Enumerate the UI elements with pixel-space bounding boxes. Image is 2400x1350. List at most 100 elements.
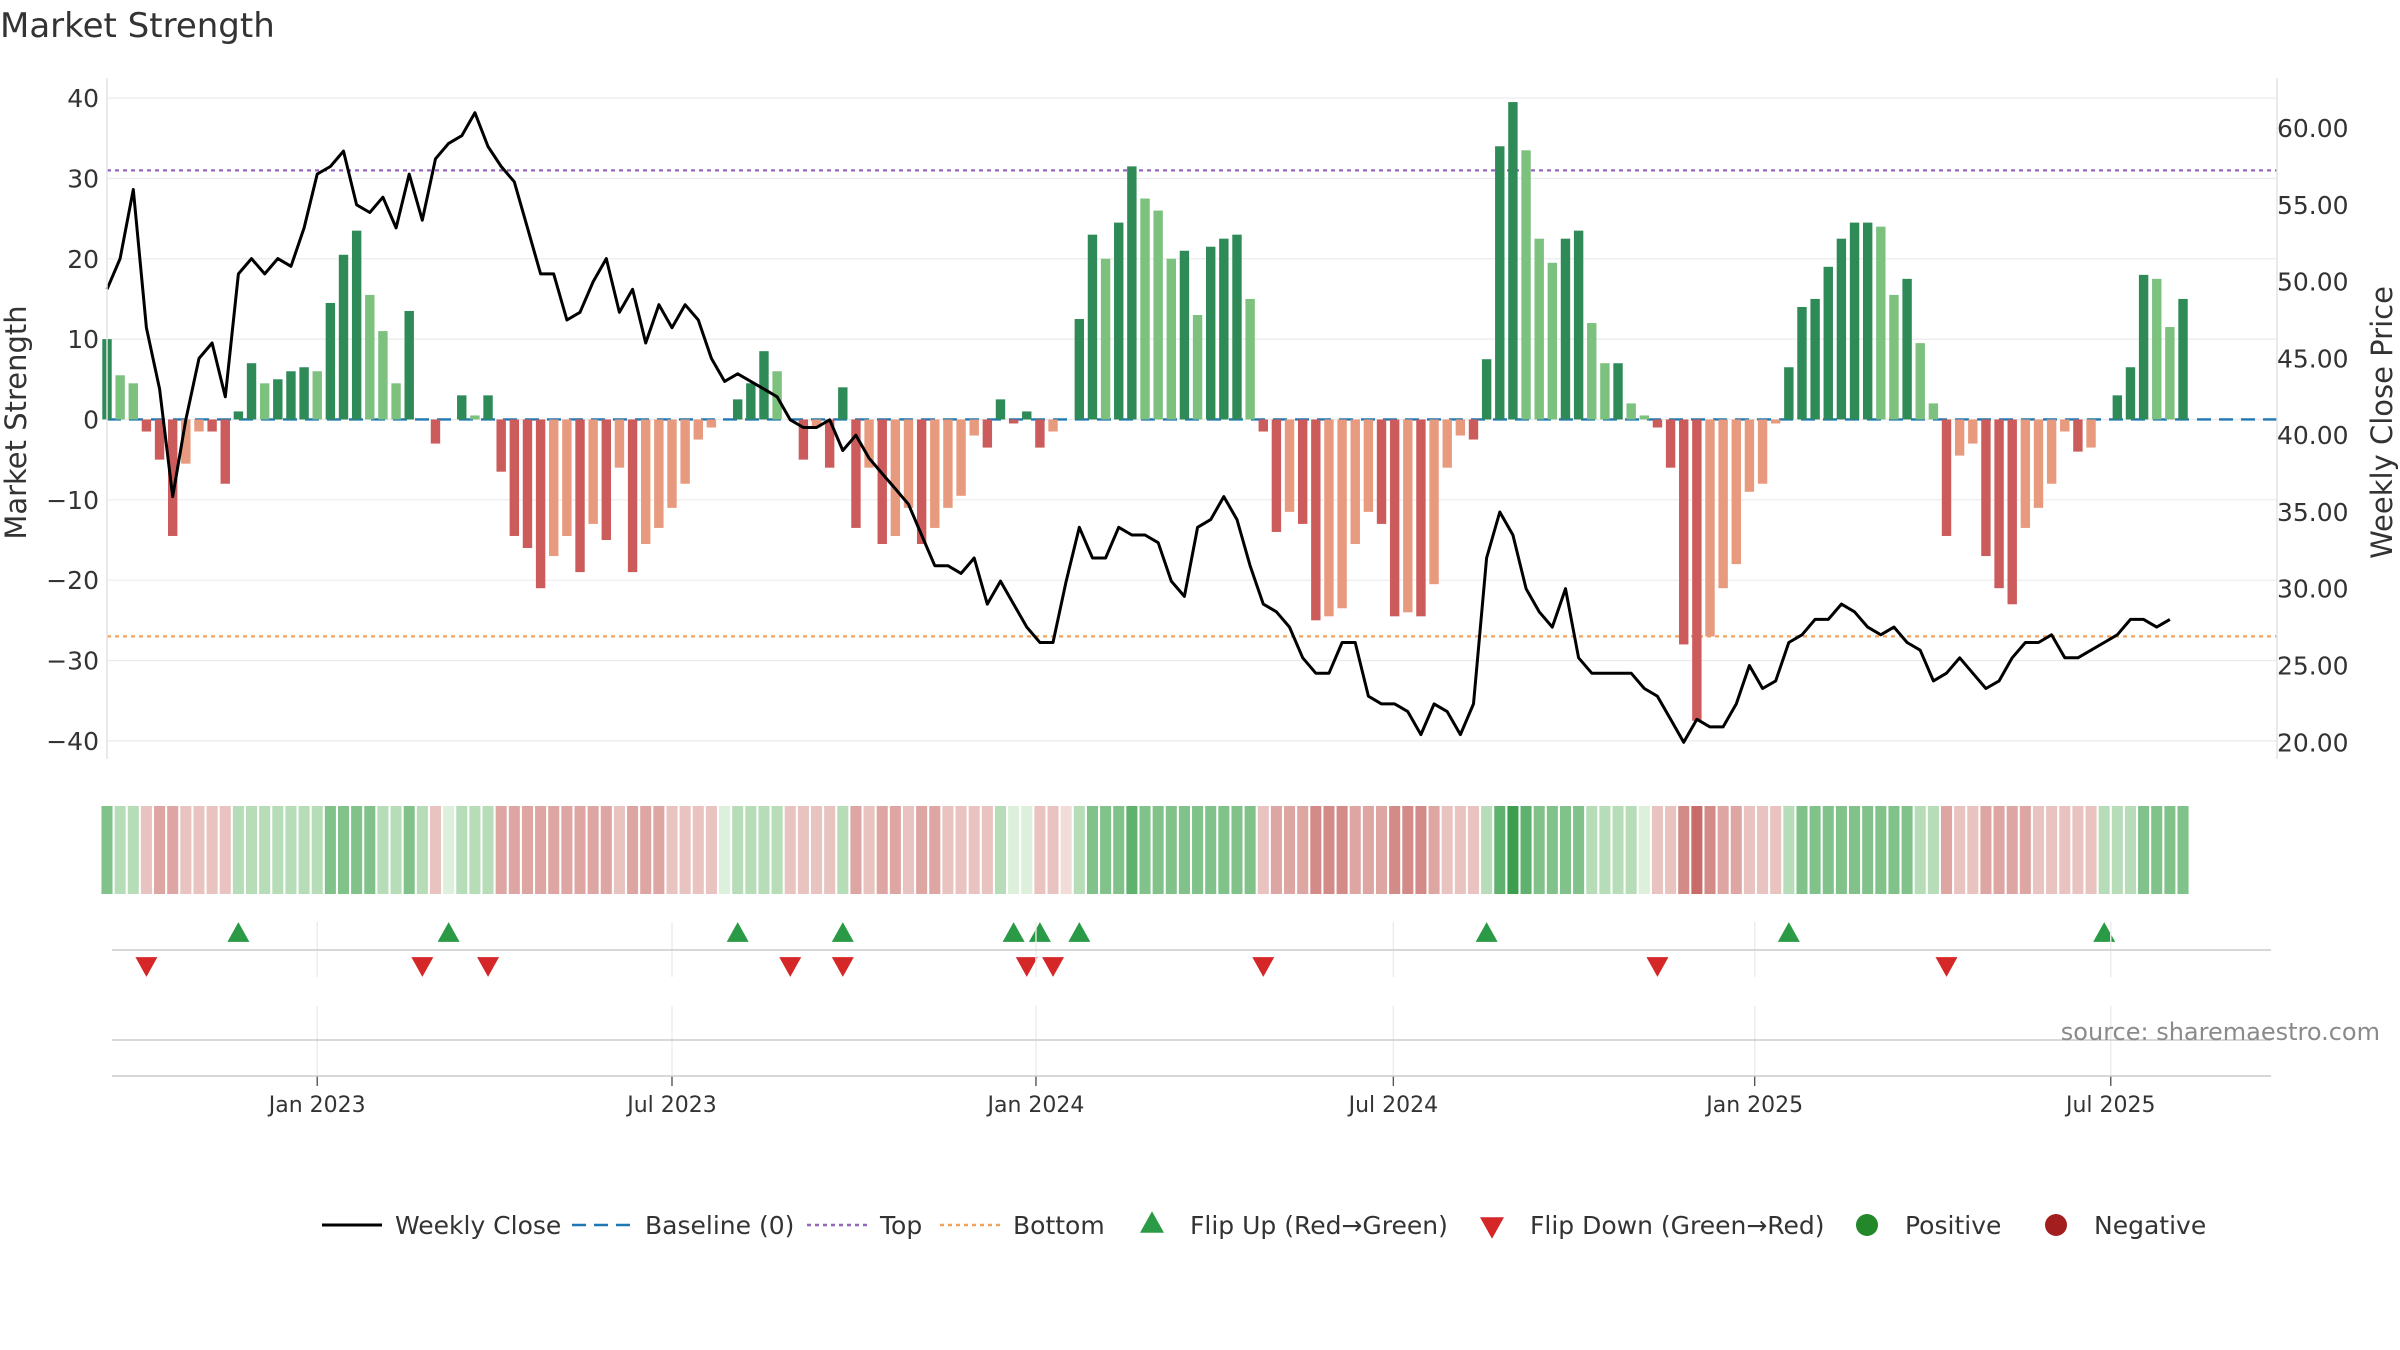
legend-label: Negative (2094, 1211, 2206, 1240)
strength-bar (943, 419, 953, 508)
flip-down-marker (135, 957, 158, 977)
heat-cell (1612, 806, 1624, 894)
strength-bar (693, 419, 703, 440)
heat-cell (2124, 806, 2136, 894)
strength-bar (496, 419, 506, 472)
flip-down-marker (1935, 957, 1958, 977)
strength-bar (1902, 278, 1912, 420)
flip-up-marker (437, 922, 460, 942)
heat-cell (2177, 806, 2189, 894)
heat-cell (1008, 806, 1020, 894)
heat-cell (1205, 806, 1217, 894)
heat-cell (1284, 806, 1296, 894)
y-tick-label: −40 (46, 727, 99, 756)
heat-cell (1507, 806, 1519, 894)
heat-cell (942, 806, 954, 894)
heat-cell (1389, 806, 1401, 894)
heat-cell (1454, 806, 1466, 894)
heat-cell (390, 806, 402, 894)
strength-bar (483, 395, 493, 420)
heat-cell (167, 806, 179, 894)
heat-cell (311, 806, 323, 894)
heat-cell (416, 806, 428, 894)
strength-bar (877, 419, 887, 545)
heat-cell (351, 806, 363, 894)
heat-cell (1021, 806, 1033, 894)
heat-cell (1192, 806, 1204, 894)
heat-cell (2085, 806, 2097, 894)
reference-lines (107, 169, 2277, 638)
y2-tick-label: 20.00 (2277, 728, 2349, 757)
heat-strip (101, 806, 2189, 894)
heat-cell (1651, 806, 1663, 894)
strength-bar (1206, 246, 1216, 420)
flip-up-marker (726, 922, 749, 942)
strength-bar (1508, 102, 1518, 420)
strength-bar (575, 419, 585, 573)
flip-up-marker (1777, 922, 1800, 942)
strength-bar (1862, 222, 1873, 420)
strength-bar (1797, 306, 1807, 420)
y2-tick-label: 60.00 (2277, 114, 2349, 143)
strength-bar (233, 411, 244, 420)
heat-cell (1862, 806, 1874, 894)
heat-cell (1993, 806, 2005, 894)
heat-cell (1757, 806, 1769, 894)
strength-bar (1534, 238, 1544, 420)
strength-bar (181, 419, 191, 464)
strength-bar (207, 419, 217, 432)
y2-tick-label: 55.00 (2277, 191, 2349, 220)
flip-down-marker (1042, 957, 1065, 977)
heat-cell (1691, 806, 1703, 894)
axes: 40 30 20 10 0 −10 −20 −30 −40 60.00 55.00 50.00 45.0… (46, 78, 2349, 759)
heat-cell (1402, 806, 1414, 894)
heat-cell (1034, 806, 1046, 894)
strength-bar (220, 419, 230, 484)
weekly-close-line (105, 111, 2171, 744)
heat-cell (640, 806, 652, 894)
strength-bar (1284, 419, 1295, 512)
heat-cell (1625, 806, 1637, 894)
strength-bar (2060, 419, 2070, 432)
strength-bar (2073, 419, 2083, 452)
legend-label: Flip Down (Green→Red) (1530, 1211, 1825, 1240)
x-tick-label: Jul 2023 (625, 1093, 717, 1118)
strength-bar (1705, 419, 1715, 637)
strength-bar (1954, 419, 1965, 456)
y-tick-label: −10 (46, 486, 99, 515)
strength-bar (391, 383, 401, 420)
strength-bar (2152, 278, 2162, 420)
heat-cell (1494, 806, 1506, 894)
heat-cell (364, 806, 376, 894)
strength-bar (365, 294, 375, 420)
y2-tick-label: 25.00 (2277, 652, 2349, 681)
strength-bar (1481, 359, 1492, 420)
strength-bar (614, 419, 625, 468)
heat-cell (272, 806, 284, 894)
strength-bar (969, 419, 979, 436)
flip-down-marker (477, 957, 500, 977)
heat-cell (1178, 806, 1190, 894)
strength-bar (601, 419, 611, 540)
strength-bar (1665, 419, 1676, 468)
heat-cell (456, 806, 468, 894)
strength-bar (325, 302, 336, 420)
heat-cell (561, 806, 573, 894)
heat-cell (548, 806, 560, 894)
strength-bar (1600, 363, 1610, 420)
heat-cell (1875, 806, 1887, 894)
flip-up-marker (227, 922, 250, 942)
strength-bars (102, 102, 2188, 721)
heat-cell (613, 806, 625, 894)
strength-bar (1587, 323, 1597, 420)
legend-item-flip-down: Flip Down (Green→Red) (1480, 1211, 1825, 1240)
legend-item-baseline: Baseline (0) (572, 1211, 794, 1240)
weekly-close-line-group (105, 111, 2171, 744)
heat-cell (837, 806, 849, 894)
strength-bar (732, 399, 743, 420)
strength-bar (1153, 210, 1163, 420)
heat-cell (916, 806, 928, 894)
heat-cell (1231, 806, 1243, 894)
strength-bar (1271, 419, 1282, 532)
heat-cell (587, 806, 599, 894)
